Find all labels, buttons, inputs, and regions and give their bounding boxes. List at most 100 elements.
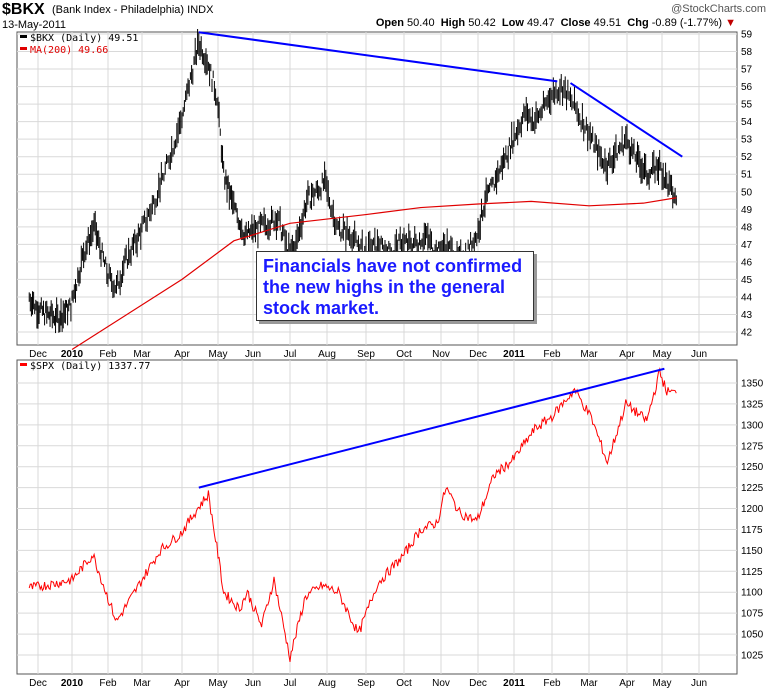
legend-swatch [20,35,27,38]
chg-value: -0.89 (-1.77%) [651,17,723,29]
y-tick-label: 1225 [741,483,764,494]
y-tick-label: 58 [741,47,753,58]
x-tick-label: Aug [318,349,336,360]
x-tick-label: Jul [284,349,297,360]
x-tick-label: Sep [357,678,375,689]
y-tick-label: 1100 [741,588,763,599]
chg-label: Chg [627,17,649,29]
x-tick-label: May [209,678,228,689]
x-tick-label: Mar [133,349,151,360]
high-label: High [440,17,466,29]
x-tick-label: Apr [619,678,635,689]
y-tick-label: 1275 [741,441,764,452]
down-arrow-icon: ▼ [725,17,736,29]
x-tick-label: Nov [432,349,450,360]
x-tick-label: Dec [29,678,47,689]
y-tick-label: 54 [741,117,753,128]
x-tick-label: Mar [580,349,598,360]
y-tick-label: 42 [741,328,753,339]
x-tick-label: Mar [580,678,598,689]
y-tick-label: 48 [741,222,753,233]
annotation-box: Financials have not confirmed the new hi… [256,251,534,321]
x-tick-label: Dec [469,678,487,689]
y-tick-label: 44 [741,292,753,303]
x-tick-label: 2010 [61,678,84,689]
y-tick-label: 46 [741,257,753,268]
y-tick-label: 1075 [741,609,764,620]
y-tick-label: 59 [741,30,753,41]
legend-swatch [20,47,27,50]
plot-frame [16,359,738,675]
chart-symbol: $BKX [2,1,45,18]
spx-price-line [28,367,677,662]
close-value: 49.51 [593,17,622,29]
x-tick-label: Sep [357,349,375,360]
y-tick-label: 1125 [741,567,763,578]
high-value: 50.42 [468,17,496,29]
close-label: Close [560,17,591,29]
ma200-line [71,197,677,351]
y-tick-label: 1200 [741,504,764,515]
chart-panel-spx: 1025 1050 1075 1100 1125 1150 1175 1200 1225 1250… [16,359,764,689]
y-tick-label: 49 [741,205,753,216]
x-tick-label: Jun [245,349,261,360]
x-tick-label: Mar [133,678,151,689]
x-tick-label: Feb [99,349,117,360]
y-tick-label: 1350 [741,379,764,390]
y-tick-label: 1250 [741,462,764,473]
x-tick-label: May [209,349,228,360]
trendline [569,82,683,158]
x-tick-label: May [653,678,672,689]
x-tick-label: Jun [245,678,261,689]
trendline [198,31,558,83]
open-value: 50.40 [407,17,435,29]
y-tick-label: 1175 [741,525,763,536]
y-tick-label: 1325 [741,399,764,410]
low-value: 49.47 [526,17,555,29]
y-tick-label: 53 [741,135,753,146]
x-tick-label: Jun [691,678,707,689]
open-label: Open [375,17,404,29]
y-tick-label: 1150 [741,546,763,557]
x-tick-label: Feb [543,349,561,360]
y-tick-label: 52 [741,152,753,163]
legend-swatch [20,363,27,366]
x-tick-label: Oct [396,678,412,689]
stockcharts-logo: @StockCharts.com [671,3,766,15]
y-tick-label: 50 [741,187,753,198]
x-tick-label: May [653,349,672,360]
x-tick-label: Apr [174,349,190,360]
y-tick-label: 1050 [741,630,764,641]
y-tick-label: 57 [741,65,753,76]
legend-entry: $BKX (Daily) 49.51 [30,33,138,44]
legend-entry: $SPX (Daily) 1337.77 [30,361,150,372]
y-tick-label: 1300 [741,420,764,431]
y-tick-label: 45 [741,275,753,286]
low-label: Low [501,17,524,29]
y-tick-label: 47 [741,240,753,251]
x-tick-label: Jul [284,678,297,689]
spx-line-path [28,367,677,662]
x-tick-label: Apr [619,349,635,360]
x-tick-label: Feb [543,678,561,689]
x-tick-label: Oct [396,349,412,360]
x-tick-label: Apr [174,678,190,689]
legend-entry: MA(200) 49.66 [30,45,108,56]
y-tick-label: 43 [741,310,753,321]
y-tick-label: 55 [741,100,753,111]
y-tick-label: 51 [741,170,753,181]
x-tick-label: Dec [469,349,487,360]
index-name: (Bank Index - Philadelphia) [52,4,185,16]
exchange-label: INDX [187,4,214,16]
x-tick-label: Jun [691,349,707,360]
x-tick-label: Dec [29,349,47,360]
y-tick-label: 1025 [741,651,764,662]
x-tick-label: 2011 [503,349,525,360]
chart-description: (Bank Index - Philadelphia) INDX [52,4,213,16]
chart-date: 13-May-2011 [2,19,66,31]
x-tick-label: Aug [318,678,336,689]
x-tick-label: Feb [99,678,117,689]
x-tick-label: 2011 [503,678,525,689]
x-tick-label: Nov [432,678,450,689]
